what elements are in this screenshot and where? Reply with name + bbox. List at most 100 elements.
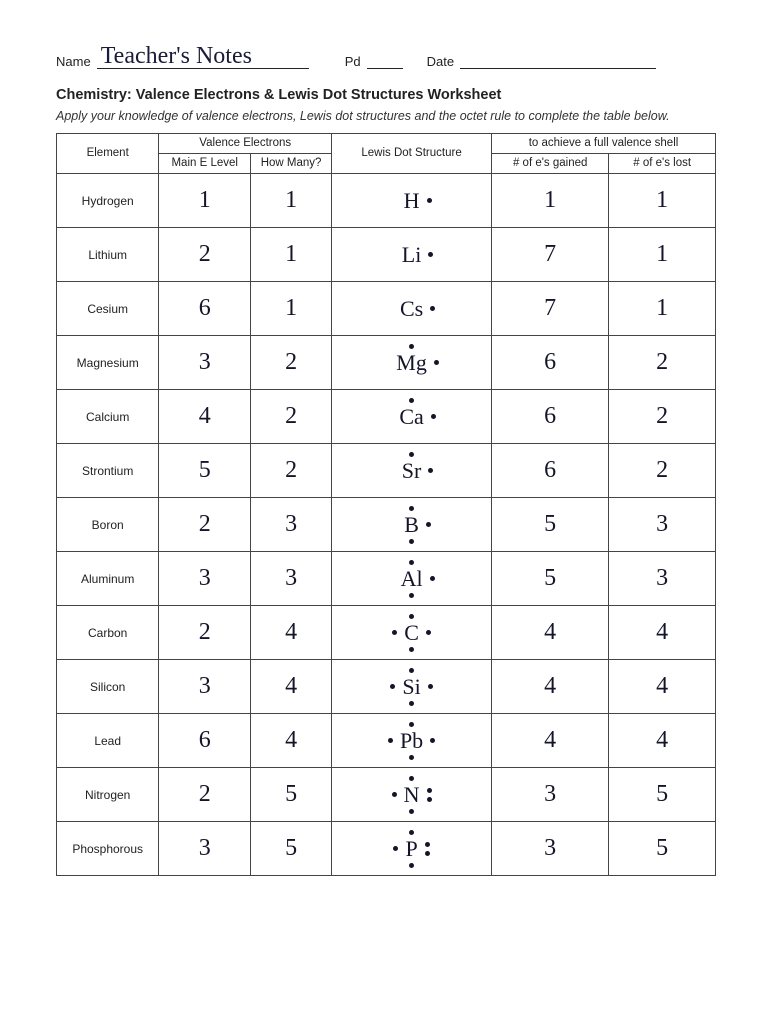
worksheet-table: Element Valence Electrons Lewis Dot Stru… (56, 133, 716, 876)
electron-dot (409, 539, 414, 544)
electron-dot (392, 630, 397, 635)
cell-element: Hydrogen (57, 174, 159, 228)
electron-dot (428, 684, 433, 689)
lewis-symbol: B (402, 514, 421, 536)
col-header-main-e: Main E Level (159, 154, 251, 174)
table-row: Hydrogen11H11 (57, 174, 716, 228)
col-header-lost: # of e's lost (609, 154, 716, 174)
lewis-symbol: P (403, 838, 419, 860)
lewis-symbol: Al (399, 568, 425, 590)
header-line: Name Teacher's Notes Pd Date (56, 48, 724, 69)
cell-main-e: 3 (159, 552, 251, 606)
electron-dot (409, 863, 414, 868)
cell-how-many: 1 (251, 174, 332, 228)
table-row: Cesium61Cs71 (57, 282, 716, 336)
cell-lewis: Li (332, 228, 492, 282)
electron-dot (431, 414, 436, 419)
cell-how-many: 4 (251, 660, 332, 714)
name-label: Name (56, 54, 91, 69)
cell-gained: 6 (492, 336, 609, 390)
electron-dot (428, 468, 433, 473)
cell-how-many: 4 (251, 714, 332, 768)
cell-lewis: Ca (332, 390, 492, 444)
cell-gained: 3 (492, 822, 609, 876)
electron-dot (393, 846, 398, 851)
cell-lewis: Pb (332, 714, 492, 768)
electron-dot (428, 252, 433, 257)
cell-how-many: 5 (251, 768, 332, 822)
name-blank: Teacher's Notes (97, 48, 309, 69)
table-row: Phosphorous35P35 (57, 822, 716, 876)
cell-element: Phosphorous (57, 822, 159, 876)
electron-dot (430, 576, 435, 581)
cell-element: Lithium (57, 228, 159, 282)
table-row: Lead64Pb44 (57, 714, 716, 768)
cell-element: Magnesium (57, 336, 159, 390)
table-row: Carbon24C44 (57, 606, 716, 660)
cell-main-e: 3 (159, 822, 251, 876)
electron-dot (392, 792, 397, 797)
cell-gained: 4 (492, 660, 609, 714)
table-header-row-1: Element Valence Electrons Lewis Dot Stru… (57, 134, 716, 154)
cell-gained: 4 (492, 606, 609, 660)
cell-gained: 4 (492, 714, 609, 768)
electron-dot (426, 630, 431, 635)
date-label: Date (427, 54, 454, 69)
cell-element: Calcium (57, 390, 159, 444)
electron-dot (409, 830, 414, 835)
cell-how-many: 2 (251, 336, 332, 390)
pd-blank (367, 48, 403, 69)
cell-how-many: 4 (251, 606, 332, 660)
electron-dot (409, 776, 414, 781)
lewis-symbol: C (402, 622, 421, 644)
electron-dot (427, 797, 432, 802)
cell-how-many: 3 (251, 552, 332, 606)
cell-gained: 3 (492, 768, 609, 822)
electron-dot (409, 701, 414, 706)
table-row: Strontium52Sr62 (57, 444, 716, 498)
cell-lewis: Cs (332, 282, 492, 336)
cell-element: Aluminum (57, 552, 159, 606)
cell-how-many: 3 (251, 498, 332, 552)
electron-dot (425, 842, 430, 847)
table-row: Calcium42Ca62 (57, 390, 716, 444)
electron-dot (434, 360, 439, 365)
lewis-symbol: Cs (398, 298, 425, 320)
cell-lost: 3 (609, 552, 716, 606)
group-header-full-shell: to achieve a full valence shell (492, 134, 716, 154)
cell-element: Cesium (57, 282, 159, 336)
cell-lewis: Mg (332, 336, 492, 390)
electron-dot (427, 198, 432, 203)
cell-main-e: 6 (159, 714, 251, 768)
cell-lost: 3 (609, 498, 716, 552)
cell-lost: 4 (609, 714, 716, 768)
electron-dot (409, 506, 414, 511)
cell-gained: 6 (492, 390, 609, 444)
cell-element: Silicon (57, 660, 159, 714)
cell-gained: 6 (492, 444, 609, 498)
electron-dot (409, 452, 414, 457)
cell-lewis: P (332, 822, 492, 876)
col-header-gained: # of e's gained (492, 154, 609, 174)
cell-lost: 4 (609, 606, 716, 660)
cell-lewis: C (332, 606, 492, 660)
cell-main-e: 2 (159, 228, 251, 282)
cell-gained: 5 (492, 552, 609, 606)
cell-lewis: Si (332, 660, 492, 714)
cell-main-e: 2 (159, 768, 251, 822)
pd-label: Pd (345, 54, 361, 69)
cell-element: Boron (57, 498, 159, 552)
cell-lost: 1 (609, 282, 716, 336)
cell-lost: 1 (609, 174, 716, 228)
electron-dot (409, 755, 414, 760)
electron-dot (426, 522, 431, 527)
electron-dot (409, 398, 414, 403)
cell-lost: 2 (609, 444, 716, 498)
electron-dot (388, 738, 393, 743)
name-value: Teacher's Notes (101, 43, 252, 70)
lewis-symbol: Mg (394, 352, 429, 374)
cell-lewis: B (332, 498, 492, 552)
cell-main-e: 1 (159, 174, 251, 228)
cell-how-many: 5 (251, 822, 332, 876)
cell-how-many: 1 (251, 282, 332, 336)
